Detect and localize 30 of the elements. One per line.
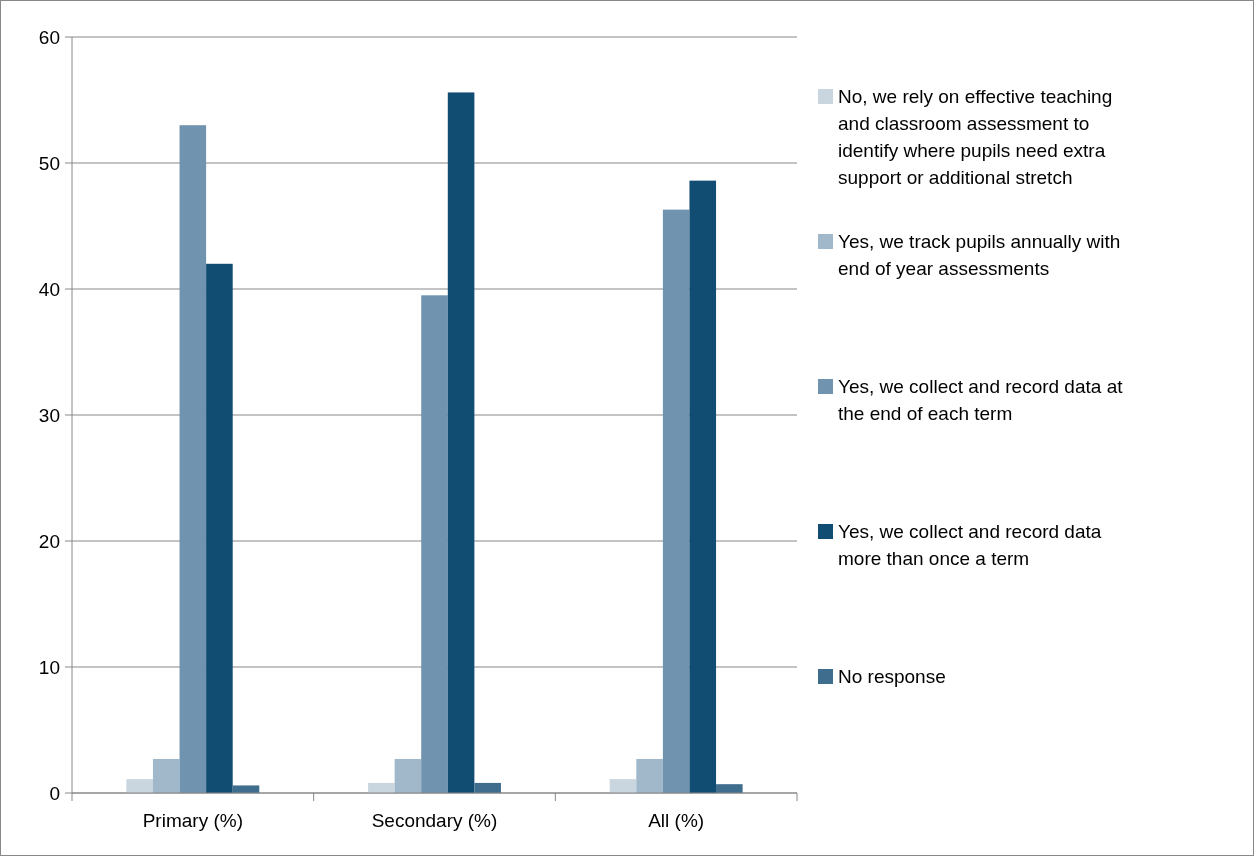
y-tick-label: 20 xyxy=(38,530,60,552)
bar xyxy=(609,779,637,793)
y-tick-label: 50 xyxy=(38,152,60,174)
bar xyxy=(716,784,743,793)
legend-label: Yes, we collect and record data at the end of each term xyxy=(838,375,1124,424)
y-tick-label: 0 xyxy=(49,782,60,804)
bar xyxy=(179,125,207,793)
y-tick-label: 40 xyxy=(38,278,60,300)
bar xyxy=(447,92,475,793)
bar xyxy=(421,295,448,793)
y-tick-label: 30 xyxy=(38,404,60,426)
bar xyxy=(636,758,663,793)
legend-label: No, we rely on effective teaching and classroom assessment to identify where pupils need extra support or additional stretch xyxy=(838,85,1113,188)
bar xyxy=(206,263,233,793)
y-tick-label: 60 xyxy=(38,26,60,48)
bar xyxy=(662,209,690,793)
x-tick-label: Primary (%) xyxy=(142,810,243,831)
legend-label: Yes, we collect and record data more than once a term xyxy=(838,520,1102,569)
legend-label: No response xyxy=(838,665,946,687)
bar xyxy=(689,180,717,793)
x-tick-label: Secondary (%) xyxy=(371,810,498,831)
x-tick-label: All (%) xyxy=(648,810,705,831)
bar xyxy=(368,782,395,793)
bar xyxy=(474,782,501,793)
bar xyxy=(394,758,422,793)
legend-label: Yes, we track pupils annually with end of year assessments xyxy=(838,230,1121,279)
bar xyxy=(232,785,260,793)
bar xyxy=(152,758,180,793)
y-tick-label: 10 xyxy=(38,656,60,678)
bar xyxy=(126,779,153,793)
